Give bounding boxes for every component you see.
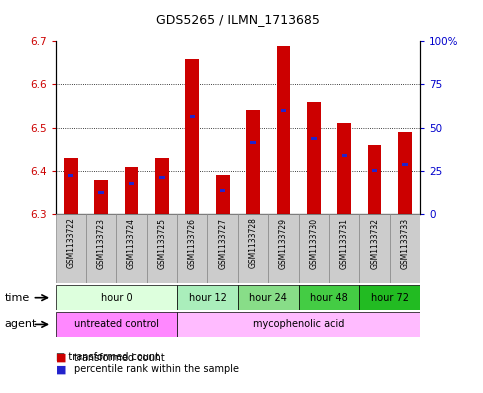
- Bar: [125, 167, 138, 214]
- Text: GSM1133726: GSM1133726: [188, 218, 197, 269]
- Text: GSM1133730: GSM1133730: [309, 218, 318, 269]
- Bar: [56, 214, 86, 283]
- Bar: [185, 59, 199, 214]
- Bar: [220, 189, 226, 192]
- Text: untreated control: untreated control: [74, 320, 159, 329]
- Text: GSM1133722: GSM1133722: [66, 218, 75, 268]
- Text: ■ transformed count: ■ transformed count: [56, 352, 159, 362]
- Bar: [56, 285, 177, 310]
- Bar: [359, 214, 390, 283]
- Bar: [155, 158, 169, 214]
- Text: GSM1133732: GSM1133732: [370, 218, 379, 269]
- Bar: [281, 109, 286, 112]
- Text: time: time: [5, 293, 30, 303]
- Text: GSM1133731: GSM1133731: [340, 218, 349, 269]
- Text: GSM1133727: GSM1133727: [218, 218, 227, 269]
- Bar: [368, 145, 382, 214]
- Bar: [86, 214, 116, 283]
- Bar: [402, 163, 408, 166]
- Bar: [307, 102, 321, 214]
- Bar: [94, 180, 108, 214]
- Bar: [56, 312, 177, 337]
- Bar: [147, 214, 177, 283]
- Text: hour 0: hour 0: [100, 293, 132, 303]
- Text: transformed count: transformed count: [74, 353, 165, 363]
- Text: mycophenolic acid: mycophenolic acid: [253, 320, 344, 329]
- Text: GDS5265 / ILMN_1713685: GDS5265 / ILMN_1713685: [156, 13, 320, 26]
- Bar: [208, 214, 238, 283]
- Bar: [372, 169, 377, 173]
- Bar: [189, 116, 195, 118]
- Bar: [341, 154, 347, 157]
- Bar: [129, 182, 134, 185]
- Bar: [390, 214, 420, 283]
- Text: agent: agent: [5, 320, 37, 329]
- Text: GSM1133725: GSM1133725: [157, 218, 167, 269]
- Bar: [116, 214, 147, 283]
- Text: GSM1133728: GSM1133728: [249, 218, 257, 268]
- Text: hour 72: hour 72: [371, 293, 409, 303]
- Bar: [216, 175, 229, 214]
- Text: GSM1133733: GSM1133733: [400, 218, 410, 269]
- Text: ■: ■: [56, 364, 66, 375]
- Bar: [64, 158, 78, 214]
- Bar: [177, 312, 420, 337]
- Text: percentile rank within the sample: percentile rank within the sample: [74, 364, 239, 375]
- Bar: [99, 191, 104, 194]
- Bar: [311, 137, 316, 140]
- Bar: [238, 285, 298, 310]
- Bar: [238, 214, 268, 283]
- Bar: [159, 176, 165, 179]
- Bar: [177, 214, 208, 283]
- Bar: [359, 285, 420, 310]
- Text: GSM1133723: GSM1133723: [97, 218, 106, 269]
- Bar: [398, 132, 412, 214]
- Text: hour 12: hour 12: [188, 293, 227, 303]
- Bar: [329, 214, 359, 283]
- Text: GSM1133724: GSM1133724: [127, 218, 136, 269]
- Bar: [246, 110, 260, 214]
- Bar: [268, 214, 298, 283]
- Text: ■: ■: [56, 353, 66, 363]
- Text: hour 24: hour 24: [249, 293, 287, 303]
- Bar: [298, 285, 359, 310]
- Text: hour 48: hour 48: [310, 293, 348, 303]
- Bar: [338, 123, 351, 214]
- Bar: [277, 46, 290, 214]
- Bar: [177, 285, 238, 310]
- Bar: [250, 141, 256, 144]
- Bar: [68, 174, 73, 177]
- Text: GSM1133729: GSM1133729: [279, 218, 288, 269]
- Bar: [298, 214, 329, 283]
